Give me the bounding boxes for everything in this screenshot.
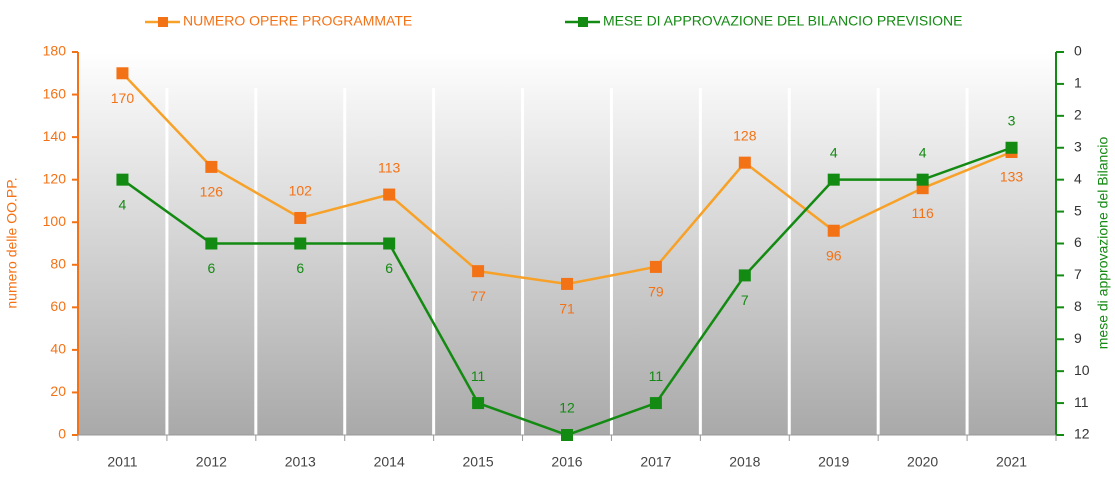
x-tick-label: 2014 xyxy=(374,454,405,470)
data-label: 96 xyxy=(826,247,842,263)
y-tick-label: 120 xyxy=(43,170,67,186)
legend-label: MESE DI APPROVAZIONE DEL BILANCIO PREVIS… xyxy=(603,13,962,29)
marker xyxy=(738,156,751,169)
marker xyxy=(1005,141,1018,154)
marker xyxy=(205,237,218,250)
marker xyxy=(294,211,307,224)
y2-tick-label: 0 xyxy=(1074,43,1082,59)
legend-marker xyxy=(578,17,588,27)
marker xyxy=(205,160,218,173)
x-tick-label: 2021 xyxy=(996,454,1027,470)
marker xyxy=(383,237,396,250)
data-label: 77 xyxy=(470,288,486,304)
y2-tick-label: 7 xyxy=(1074,266,1082,282)
y2-axis-title: mese di approvazione del Bilancio xyxy=(1095,137,1111,350)
x-tick-label: 2013 xyxy=(285,454,316,470)
marker xyxy=(561,429,573,441)
y2-tick-label: 9 xyxy=(1074,330,1082,346)
marker xyxy=(649,397,662,410)
x-tick-label: 2016 xyxy=(551,454,582,470)
data-label: 71 xyxy=(559,301,575,317)
data-label: 6 xyxy=(385,260,393,276)
y-tick-label: 180 xyxy=(43,43,67,59)
y-tick-label: 60 xyxy=(50,298,66,314)
data-label: 4 xyxy=(119,196,127,212)
y2-tick-label: 4 xyxy=(1074,170,1082,186)
data-label: 4 xyxy=(919,144,927,160)
data-label: 11 xyxy=(471,368,486,384)
x-tick-label: 2017 xyxy=(640,454,671,470)
data-label: 4 xyxy=(830,144,838,160)
data-label: 116 xyxy=(911,205,934,221)
marker xyxy=(472,265,485,278)
marker xyxy=(649,260,662,273)
x-tick-label: 2018 xyxy=(729,454,760,470)
legend-marker xyxy=(158,17,168,27)
y2-tick-label: 8 xyxy=(1074,298,1082,314)
y-axis-title: numero delle OO.PP. xyxy=(4,177,20,308)
y-tick-label: 40 xyxy=(50,341,66,357)
data-label: 6 xyxy=(296,260,304,276)
marker xyxy=(116,67,129,80)
marker xyxy=(116,173,129,186)
marker xyxy=(561,277,573,290)
data-label: 128 xyxy=(733,127,757,143)
y2-tick-label: 1 xyxy=(1074,75,1082,91)
y2-tick-label: 2 xyxy=(1074,107,1082,123)
x-tick-label: 2015 xyxy=(463,454,494,470)
data-label: 11 xyxy=(649,368,664,384)
x-tick-label: 2019 xyxy=(818,454,849,470)
marker xyxy=(827,173,840,186)
y2-tick-label: 3 xyxy=(1074,138,1082,154)
data-label: 6 xyxy=(207,260,215,276)
data-label: 3 xyxy=(1008,112,1016,128)
y2-tick-label: 11 xyxy=(1074,394,1089,410)
x-tick-label: 2011 xyxy=(107,454,137,470)
y-tick-label: 100 xyxy=(43,213,67,229)
data-label: 102 xyxy=(289,183,313,199)
data-label: 79 xyxy=(648,284,664,300)
data-label: 113 xyxy=(378,159,401,175)
marker xyxy=(472,397,485,410)
data-label: 133 xyxy=(1000,169,1024,185)
y-tick-label: 0 xyxy=(58,426,66,442)
y-tick-label: 140 xyxy=(43,128,67,144)
marker xyxy=(827,224,840,237)
data-label: 126 xyxy=(200,184,224,200)
data-label: 7 xyxy=(741,292,749,308)
y2-tick-label: 10 xyxy=(1074,362,1090,378)
y-tick-label: 20 xyxy=(50,383,66,399)
data-label: 12 xyxy=(559,400,575,416)
marker xyxy=(738,269,751,282)
marker xyxy=(294,237,307,250)
y2-tick-label: 6 xyxy=(1074,234,1082,250)
x-tick-label: 2020 xyxy=(907,454,938,470)
marker xyxy=(916,173,929,186)
y2-tick-label: 5 xyxy=(1074,202,1082,218)
y-tick-label: 160 xyxy=(43,85,67,101)
data-label: 170 xyxy=(111,90,135,106)
legend-label: NUMERO OPERE PROGRAMMATE xyxy=(183,13,412,29)
y2-tick-label: 12 xyxy=(1074,426,1090,442)
y-tick-label: 80 xyxy=(50,255,66,271)
x-tick-label: 2012 xyxy=(196,454,227,470)
marker xyxy=(383,188,396,201)
